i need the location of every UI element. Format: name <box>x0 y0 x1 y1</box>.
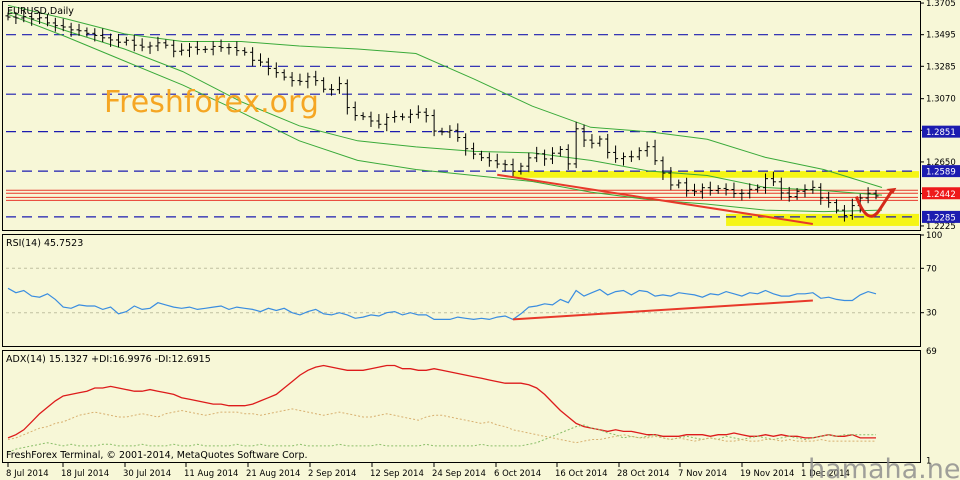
adx-title: ADX(14) 15.1327 +DI:16.9976 -DI:12.6915 <box>6 354 211 365</box>
forecast-arrowhead <box>886 187 897 194</box>
date-tick-label: 6 Oct 2014 <box>494 469 541 479</box>
adx-panel <box>7 364 876 453</box>
price-panel <box>5 4 919 226</box>
date-tick-label: 18 Jul 2014 <box>61 469 109 479</box>
date-tick-label: 24 Sep 2014 <box>432 469 486 479</box>
price-label-box <box>922 187 960 200</box>
price-label: 1.2442 <box>926 190 956 200</box>
price-label-box <box>922 165 960 178</box>
rsi-title: RSI(14) 45.7523 <box>6 238 83 249</box>
price-tick-label: 1.3705 <box>926 0 956 9</box>
support-zone-upper <box>513 171 919 178</box>
date-tick-label: 21 Aug 2014 <box>246 469 300 479</box>
date-tick-label: 28 Oct 2014 <box>617 469 670 479</box>
price-label: 1.2851 <box>926 128 956 138</box>
adx-tick-label: 1 <box>926 456 931 466</box>
date-tick-label: 19 Nov 2014 <box>740 469 794 479</box>
date-tick-label: 8 Jul 2014 <box>6 469 49 479</box>
axes: 1.37051.34951.32851.30701.28601.26501.24… <box>6 0 960 479</box>
main-panel-frame <box>2 1 921 231</box>
date-tick-label: 12 Sep 2014 <box>370 469 424 479</box>
rsi-line <box>7 287 877 321</box>
date-tick-label: 16 Oct 2014 <box>555 469 608 479</box>
forecast-arrow <box>854 189 894 218</box>
moving-average-ma-lower <box>7 13 883 213</box>
copyright-text: FreshForex Terminal, © 2001-2014, MetaQu… <box>6 450 308 461</box>
price-label-box <box>922 125 960 138</box>
rsi-panel <box>6 267 918 321</box>
price-label-box <box>922 210 960 223</box>
rsi-tick-label: 100 <box>926 231 942 241</box>
adx-tick-label: 69 <box>926 347 937 357</box>
rsi-tick-label: 30 <box>926 309 937 319</box>
moving-average-ma-20 <box>7 10 883 196</box>
price-tick-label: 1.2225 <box>926 222 956 232</box>
adx-panel-frame <box>2 350 921 463</box>
adx-series-plusdi <box>7 424 876 453</box>
price-tick-label: 1.3495 <box>926 31 956 41</box>
rsi-trend-line <box>512 299 813 321</box>
price-tick-label: 1.3070 <box>926 95 956 105</box>
date-tick-label: 7 Nov 2014 <box>678 469 727 479</box>
price-label: 1.2285 <box>926 213 956 223</box>
adx-series-adx <box>7 364 876 439</box>
rsi-tick-label: 70 <box>926 264 937 274</box>
descending-trend-line <box>497 173 814 225</box>
site-watermark: hamaha.net <box>808 454 960 480</box>
price-label: 1.2589 <box>926 168 956 178</box>
watermark-logo: Freshforex.org <box>104 85 319 120</box>
date-tick-label: 2 Sep 2014 <box>308 469 356 479</box>
date-tick-label: 11 Aug 2014 <box>184 469 238 479</box>
date-tick-label: 30 Jul 2014 <box>123 469 171 479</box>
price-tick-label: 1.3285 <box>926 62 956 72</box>
moving-average-ma-upper <box>7 4 883 188</box>
date-tick-label: 1 Dec 2014 <box>801 469 850 479</box>
adx-series-minusdi <box>7 408 876 444</box>
main-title: EURUSD,Daily <box>7 6 74 17</box>
rsi-panel-frame <box>2 234 921 347</box>
price-tick-label: 1.2650 <box>926 158 956 168</box>
